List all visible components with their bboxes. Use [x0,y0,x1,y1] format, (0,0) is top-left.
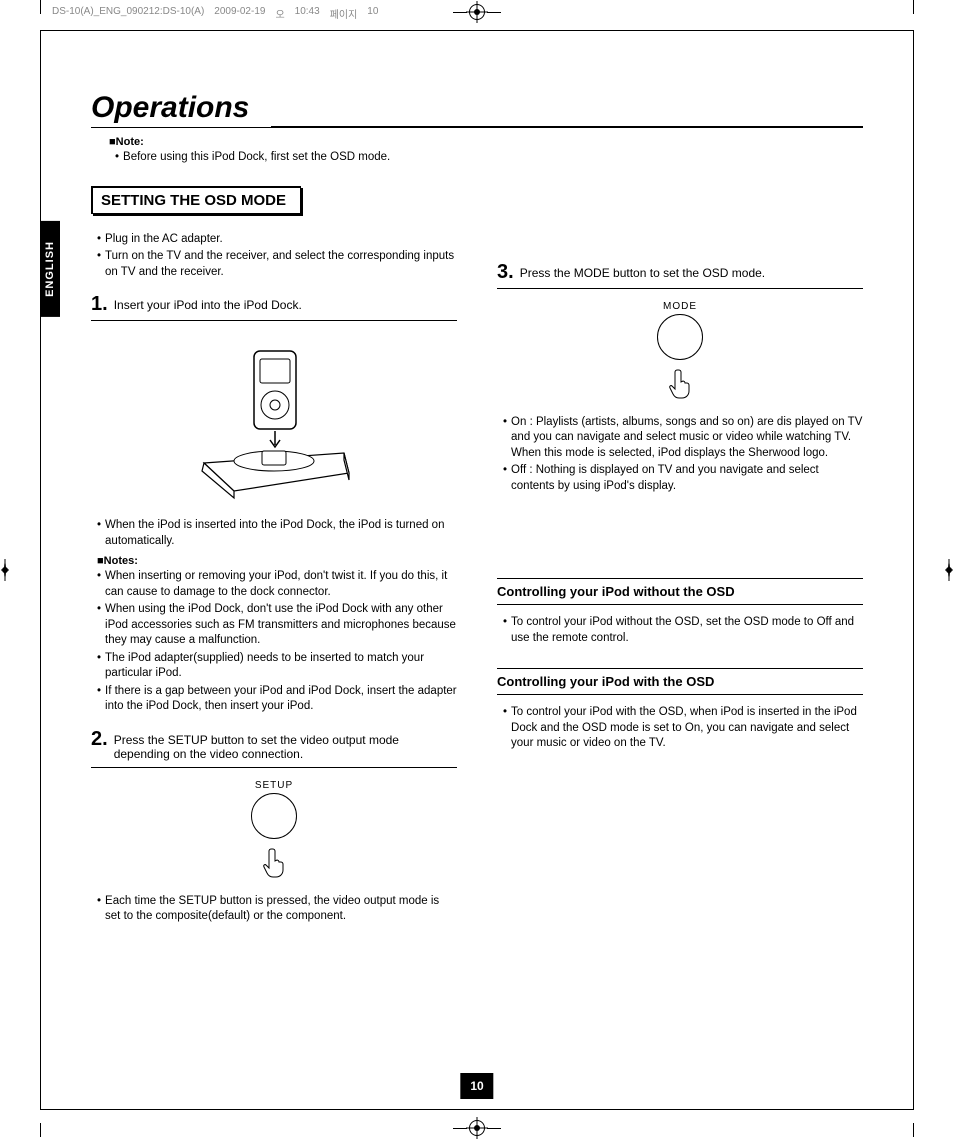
step-number: 1. [91,294,108,314]
print-page-no: 10 [367,6,378,21]
page-number: 10 [460,1073,493,1099]
bullet-text: Turn on the TV and the receiver, and sel… [105,249,457,280]
bullet: •To control your iPod with the OSD, when… [503,705,863,752]
crop-mark [913,0,914,17]
print-file: DS-10(A)_ENG_090212:DS-10(A) [52,6,204,21]
notes-label: Notes: [104,555,138,567]
mode-button-figure: MODE [497,301,863,403]
registration-mark-left [4,563,6,577]
print-date: 2009-02-19 [214,6,265,21]
step-number: 2. [91,729,108,749]
registration-mark-right [948,563,950,577]
print-time: 10:43 [295,6,320,21]
bullet: •When the iPod is inserted into the iPod… [97,518,457,549]
registration-mark-top [453,4,501,20]
bullet: •Turn on the TV and the receiver, and se… [97,249,457,280]
step-text: Press the MODE button to set the OSD mod… [520,262,765,280]
button-label: MODE [497,301,863,312]
bullet: •Each time the SETUP button is pressed, … [97,894,457,925]
print-meridiem: 오 [275,6,284,21]
page-title: Operations [91,91,863,128]
step-number: 3. [497,262,514,282]
crop-mark [40,1123,41,1140]
right-column: 3. Press the MODE button to set the OSD … [497,230,863,927]
bullet-text: When inserting or removing your iPod, do… [105,569,457,600]
bullet-text: When using the iPod Dock, don't use the … [105,602,457,649]
step-text: Insert your iPod into the iPod Dock. [114,294,302,312]
language-tab: ENGLISH [40,221,60,317]
bullet: •To control your iPod without the OSD, s… [503,615,863,646]
bullet-text: The iPod adapter(supplied) needs to be i… [105,651,457,682]
page-frame: ENGLISH Operations ■Note: •Before using … [40,30,914,1110]
hand-pointer-icon [262,847,286,879]
ipod-dock-figure [91,333,457,506]
step-3: 3. Press the MODE button to set the OSD … [497,262,863,289]
subheading: Controlling your iPod without the OSD [497,578,863,605]
bullet-text: Plug in the AC adapter. [105,232,457,248]
bullet-text: Off : Nothing is displayed on TV and you… [511,463,863,494]
bullet: •If there is a gap between your iPod and… [97,684,457,715]
note-bullet: •Before using this iPod Dock, first set … [115,150,863,166]
bullet: •On : Playlists (artists, albums, songs … [503,415,863,462]
left-column: •Plug in the AC adapter. •Turn on the TV… [91,230,457,927]
hand-pointer-icon [668,368,692,400]
bullet-text: Each time the SETUP button is pressed, t… [105,894,457,925]
print-page-word: 페이지 [330,6,358,21]
bullet-text: When the iPod is inserted into the iPod … [105,518,457,549]
step-text: Press the SETUP button to set the video … [114,729,457,761]
note-label: Note: [116,136,144,148]
bullet-text: If there is a gap between your iPod and … [105,684,457,715]
bullet: •Off : Nothing is displayed on TV and yo… [503,463,863,494]
step-2: 2. Press the SETUP button to set the vid… [91,729,457,768]
bullet: •The iPod adapter(supplied) needs to be … [97,651,457,682]
note-text: Before using this iPod Dock, first set t… [123,150,863,166]
button-label: SETUP [91,780,457,791]
bullet-text: To control your iPod with the OSD, when … [511,705,863,752]
bullet: •When inserting or removing your iPod, d… [97,569,457,600]
bullet-text: On : Playlists (artists, albums, songs a… [511,415,863,462]
bullet: •Plug in the AC adapter. [97,232,457,248]
bullet: •When using the iPod Dock, don't use the… [97,602,457,649]
registration-mark-bottom [453,1120,501,1136]
subheading: Controlling your iPod with the OSD [497,668,863,695]
crop-mark [913,1123,914,1140]
section-title: SETTING THE OSD MODE [91,186,301,214]
setup-button-figure: SETUP [91,780,457,882]
button-circle-icon [657,314,703,360]
step-1: 1. Insert your iPod into the iPod Dock. [91,294,457,321]
crop-mark [40,0,41,17]
button-circle-icon [251,793,297,839]
notes-block: ■Notes: [97,553,457,567]
bullet-text: To control your iPod without the OSD, se… [511,615,863,646]
print-header: DS-10(A)_ENG_090212:DS-10(A) 2009-02-19 … [52,6,378,21]
note-block: ■Note: [109,134,863,148]
